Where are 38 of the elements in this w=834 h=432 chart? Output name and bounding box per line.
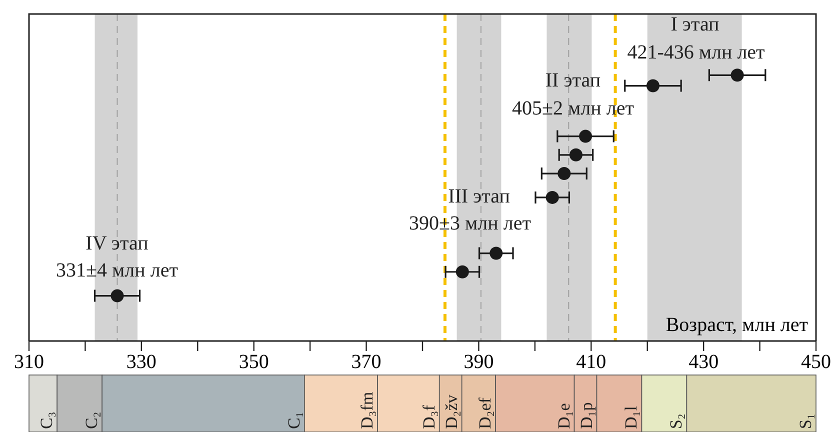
- point: [646, 79, 660, 92]
- point: [110, 289, 124, 302]
- series-label: S₂: [666, 414, 686, 429]
- series-label: D₁p: [576, 402, 596, 429]
- annotation: III этап: [448, 186, 510, 208]
- x-tick-label: 450: [801, 351, 831, 374]
- annotation: II этап: [545, 70, 601, 92]
- x-tick-label: 350: [238, 351, 269, 374]
- x-tick-label: 330: [126, 351, 156, 374]
- text: 421-436 млн лет: [627, 42, 766, 64]
- annotation: 390±3 млн лет: [409, 212, 532, 235]
- series-label: D₃fm: [358, 392, 377, 429]
- annotation: 331±4 млн лет: [56, 260, 178, 282]
- x-axis-title: Возраст, млн лет: [666, 314, 808, 336]
- series-label: C₁: [284, 412, 304, 429]
- series-label: D₁e: [554, 403, 574, 429]
- point: [456, 265, 469, 278]
- annotation: IV этап: [86, 232, 149, 255]
- point: [569, 148, 582, 162]
- series-label: D₂žv: [442, 394, 461, 429]
- point: [730, 68, 744, 82]
- x-tick-label: 390: [464, 351, 494, 374]
- point: [490, 246, 503, 260]
- text: I этап: [670, 14, 720, 36]
- series-label: C₂: [82, 412, 102, 429]
- x-tick-label: 370: [351, 351, 382, 374]
- series-label: D₂ef: [476, 397, 495, 429]
- series-label: D₁l: [622, 406, 641, 429]
- point: [546, 190, 559, 204]
- x-tick-label: 430: [688, 351, 719, 374]
- annotation: 405±2 млн лет: [512, 98, 634, 120]
- x-tick-label: 410: [576, 351, 606, 374]
- series-label: C₃: [37, 412, 56, 429]
- x-tick-label: 310: [14, 351, 44, 374]
- series-label: D₃f: [419, 404, 438, 429]
- series-label: S₁: [796, 414, 815, 429]
- point: [579, 130, 592, 143]
- point: [558, 167, 571, 180]
